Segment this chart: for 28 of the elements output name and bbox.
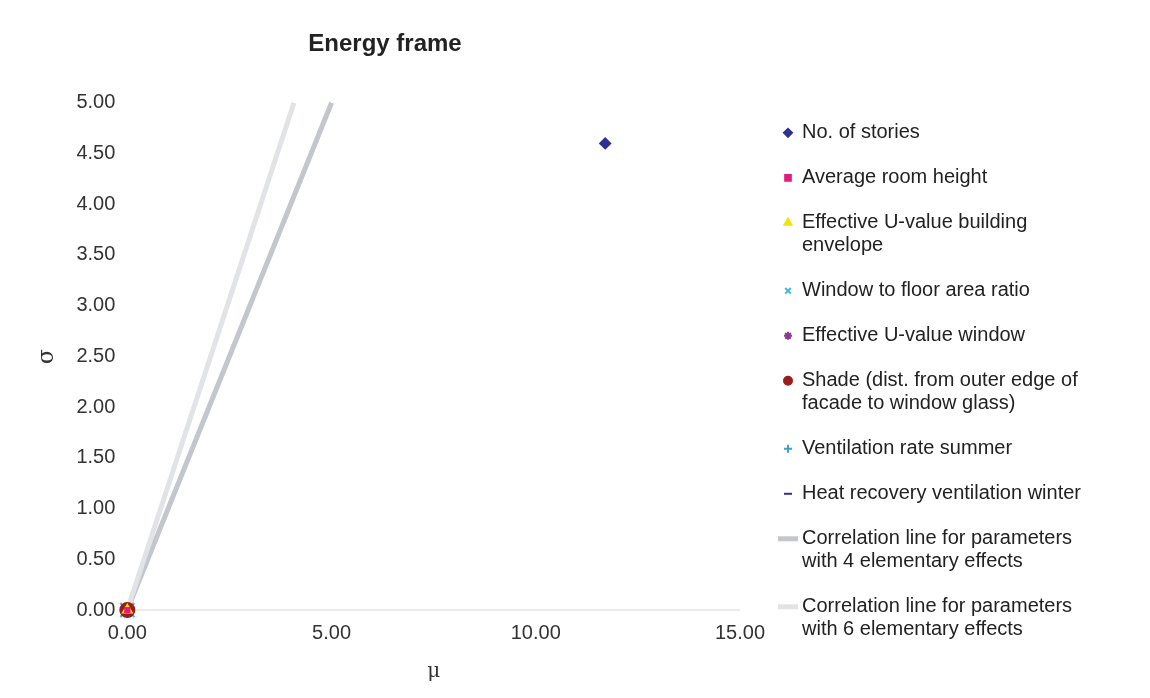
y-tick-label: 4.50 [76, 141, 116, 164]
y-tick-label: 1.50 [76, 445, 116, 468]
legend-label: Correlation line for parameters with 6 elementary effects [801, 594, 1073, 640]
legend-label: No. of stories [802, 120, 920, 143]
y-tick-label: 0.50 [76, 546, 116, 569]
y-tick-label: 1.00 [76, 496, 116, 519]
y-axis-title: σ [32, 348, 58, 364]
legend-label: Ventilation rate summer [802, 436, 1013, 459]
legend-label: Window to floor area ratio [802, 278, 1030, 301]
y-tick-label: 2.00 [76, 394, 116, 417]
legend-label: Average room height [802, 165, 988, 188]
y-tick-label: 0.00 [76, 597, 116, 620]
legend-label: Effective U-value window [802, 323, 1026, 346]
y-tick-label: 5.00 [76, 90, 116, 113]
x-tick-label: 15.00 [714, 620, 766, 643]
legend-label: Correlation line for parameters with 4 elementary effects [801, 526, 1073, 572]
y-tick-label: 3.50 [76, 242, 116, 265]
y-tick-label: 3.00 [76, 293, 116, 316]
legend-label: Effective U-value building envelope [802, 210, 1028, 256]
chart-title: Energy frame [308, 29, 462, 57]
y-tick-label: 4.00 [76, 191, 116, 214]
x-tick-label: 10.00 [510, 620, 561, 643]
legend-label: Heat recovery ventilation winter [802, 481, 1082, 504]
y-tick-label: 2.50 [76, 343, 116, 366]
legend-label: Shade (dist. from outer edge of facade to window glass) [802, 368, 1079, 414]
x-tick-label: 0.00 [107, 620, 147, 643]
x-axis-title: μ [427, 658, 441, 683]
x-tick-label: 5.00 [312, 620, 352, 643]
